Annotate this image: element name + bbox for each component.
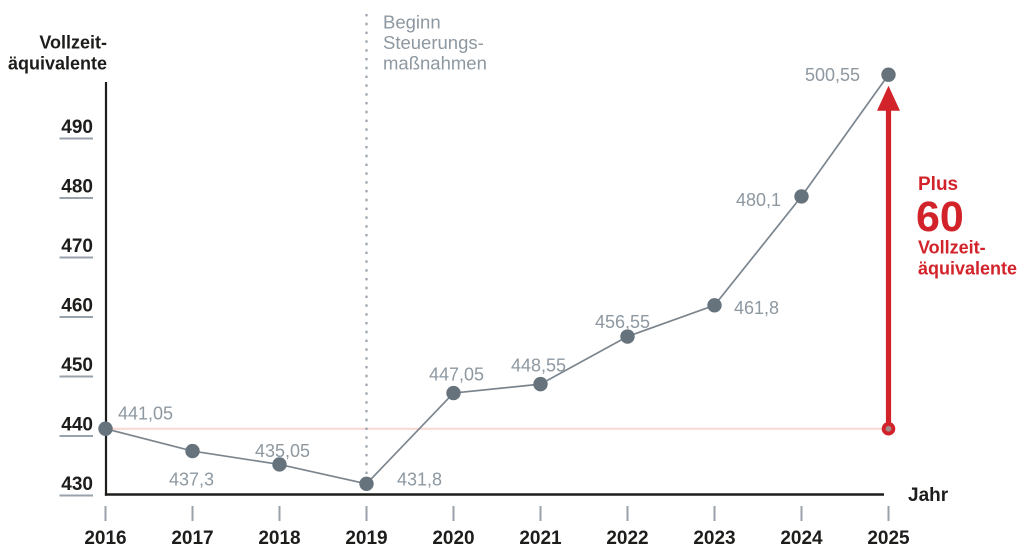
y-tick-label: 460 (61, 296, 93, 317)
data-point (272, 457, 287, 472)
x-tick-label: 2019 (345, 528, 387, 549)
y-tick-underline (59, 316, 93, 318)
data-point (881, 67, 896, 82)
data-series: 441,05 437,3 435,05 431,8 447,05 448,55 456,55… (98, 65, 896, 491)
y-tick-underline (59, 137, 93, 140)
x-tick-label: 2024 (780, 528, 823, 549)
y-tick-underline (59, 197, 93, 199)
data-point-label: 456,55 (595, 312, 650, 332)
annotation-line3: maßnahmen (383, 53, 487, 74)
x-tick-label: 2023 (693, 528, 735, 549)
data-point (533, 376, 548, 392)
y-tick-label: 470 (61, 236, 93, 257)
increase-arrow (877, 85, 900, 436)
data-point (620, 329, 635, 344)
data-point-label: 441,05 (118, 403, 173, 423)
y-axis-ticks: 430 440 450 460 470 480 490 (59, 117, 93, 497)
data-point-label: 500,55 (805, 65, 860, 85)
data-point-label: 480,1 (736, 190, 781, 210)
data-point (794, 189, 809, 204)
data-point (98, 421, 113, 436)
y-tick-label: 450 (61, 355, 93, 376)
y-axis-title-line2: äquivalente (8, 54, 107, 74)
x-tick-label: 2017 (171, 528, 213, 549)
data-point-label: 448,55 (511, 356, 566, 376)
y-tick-underline (59, 494, 93, 497)
x-tick-label: 2022 (606, 528, 648, 549)
annotation-line1: Beginn (383, 12, 441, 33)
highlight-unit-line1: Vollzeit- (918, 238, 986, 258)
x-tick-label: 2018 (258, 528, 300, 549)
y-tick-underline (59, 435, 93, 437)
y-tick-label: 480 (61, 177, 93, 198)
data-point-label: 461,8 (734, 298, 779, 318)
x-axis-ticks: 2016 2017 2018 2019 2020 2021 2022 2023 2024 2025 (84, 506, 910, 549)
x-tick-label: 2025 (867, 528, 910, 549)
data-point-label: 437,3 (169, 470, 214, 490)
x-tick-label: 2020 (432, 528, 474, 549)
data-line (105, 74, 890, 485)
x-tick-label: 2016 (84, 528, 126, 549)
y-axis-title-line1: Vollzeit- (39, 33, 107, 53)
x-axis-title: Jahr (908, 485, 949, 506)
data-point-label: 447,05 (429, 365, 484, 385)
y-tick-label: 490 (61, 117, 93, 138)
increase-arrow-base-marker-center (885, 425, 892, 432)
highlight-unit-line2: äquivalente (918, 259, 1017, 279)
highlight-value: 60 (916, 193, 964, 241)
y-tick-label: 430 (61, 474, 93, 495)
x-tick-label: 2021 (519, 528, 562, 549)
increase-arrow-head (877, 85, 900, 111)
data-point (446, 385, 461, 401)
y-tick-label: 440 (61, 415, 93, 436)
y-tick-underline (59, 256, 93, 259)
highlight-prefix: Plus (918, 174, 958, 195)
data-point (707, 298, 722, 313)
data-point-label: 435,05 (255, 441, 310, 461)
y-tick-underline (59, 375, 93, 378)
annotation-line2: Steuerungs- (383, 32, 484, 53)
data-point (359, 476, 374, 491)
data-point-label: 431,8 (397, 469, 442, 489)
data-point (185, 443, 200, 459)
